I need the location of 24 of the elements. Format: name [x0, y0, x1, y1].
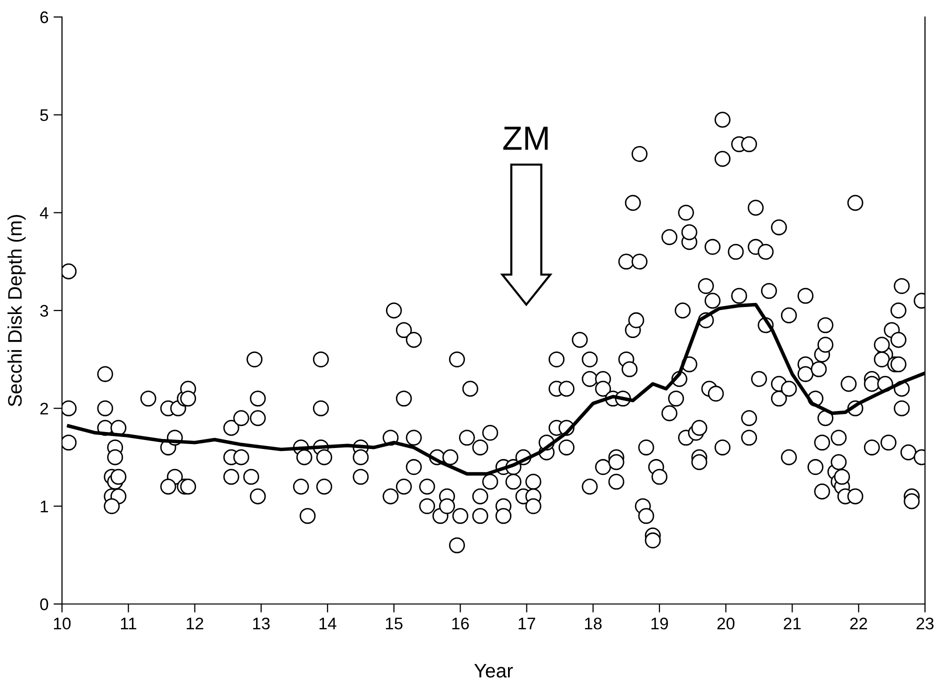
x-tick-label: 12: [186, 618, 204, 630]
y-tick-label: 1: [40, 500, 48, 512]
y-tick-label: 0: [40, 598, 48, 610]
y-tick-label: 4: [40, 207, 48, 219]
x-tick-label: 15: [386, 618, 402, 630]
x-tick-label: 14: [320, 618, 336, 630]
x-tick-label: 10: [54, 618, 71, 630]
x-tick-label: 16: [452, 618, 469, 630]
x-tick-label: 17: [518, 618, 536, 630]
y-tick-label: 6: [40, 11, 48, 24]
x-tick-label: 13: [253, 618, 270, 630]
x-tick-label: 23: [916, 618, 934, 630]
x-tick-label: 11: [121, 618, 136, 630]
x-tick-label: 22: [850, 618, 868, 630]
y-tick-label: 5: [40, 109, 48, 122]
y-axis-title: Secchi Disk Depth (m): [8, 215, 26, 406]
x-tick-label: 18: [585, 618, 602, 630]
x-tick-label: 20: [717, 618, 734, 630]
x-tick-label: 21: [784, 618, 801, 630]
x-tick-label: 19: [651, 618, 668, 630]
annotation: ZM: [503, 126, 548, 150]
y-tick-label: 3: [40, 304, 48, 317]
x-axis-title: Year: [474, 664, 513, 678]
y-tick-label: 2: [40, 402, 48, 414]
